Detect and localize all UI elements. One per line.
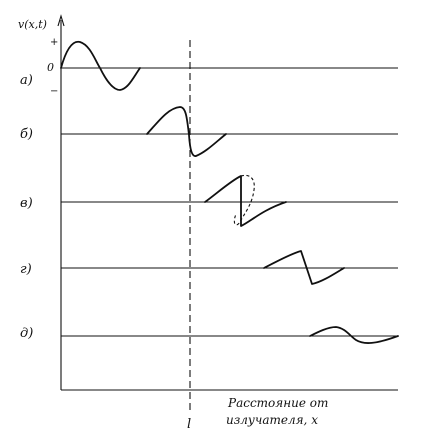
tick-zero: 0 [47, 61, 54, 74]
y-axis-label: v(x,t) [18, 18, 47, 31]
waveform-g [263, 250, 345, 285]
waveform-v-overturned-dashed [233, 174, 255, 226]
waveform-a [60, 40, 141, 91]
panel-label-v: в) [20, 196, 33, 211]
x-axis-label-line2: излучателя, x [226, 413, 318, 427]
x-axis-label-line1: Расстояние от [227, 396, 328, 410]
tick-minus: − [50, 86, 58, 97]
waveform-v [204, 175, 287, 227]
panel-label-g: г) [20, 262, 32, 277]
waveform-d [309, 326, 399, 344]
marker-label-l: l [187, 417, 191, 432]
y-axis-arrow [57, 14, 65, 27]
panel-label-b: б) [20, 127, 33, 142]
tick-plus: + [50, 37, 58, 48]
panel-label-d: д) [20, 326, 33, 341]
panel-label-a: а) [20, 73, 33, 88]
waveform-b [146, 106, 227, 157]
